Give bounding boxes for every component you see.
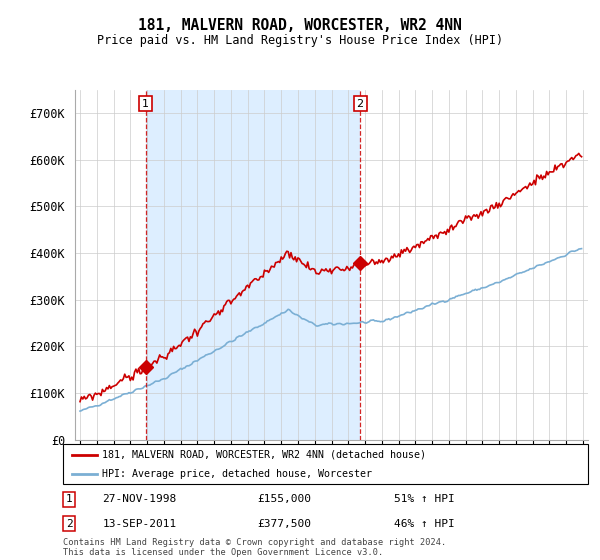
Bar xyxy=(146,90,360,440)
Text: 181, MALVERN ROAD, WORCESTER, WR2 4NN (detached house): 181, MALVERN ROAD, WORCESTER, WR2 4NN (d… xyxy=(103,450,427,460)
Text: 27-NOV-1998: 27-NOV-1998 xyxy=(103,494,176,504)
Text: HPI: Average price, detached house, Worcester: HPI: Average price, detached house, Worc… xyxy=(103,469,373,478)
Text: 51% ↑ HPI: 51% ↑ HPI xyxy=(394,494,455,504)
Text: 13-SEP-2011: 13-SEP-2011 xyxy=(103,519,176,529)
FancyBboxPatch shape xyxy=(63,444,588,484)
Text: 1: 1 xyxy=(142,99,149,109)
Text: 46% ↑ HPI: 46% ↑ HPI xyxy=(394,519,455,529)
Text: Price paid vs. HM Land Registry's House Price Index (HPI): Price paid vs. HM Land Registry's House … xyxy=(97,34,503,47)
Text: 1: 1 xyxy=(66,494,73,504)
Text: 2: 2 xyxy=(356,99,364,109)
Text: £377,500: £377,500 xyxy=(257,519,311,529)
Text: £155,000: £155,000 xyxy=(257,494,311,504)
Text: 181, MALVERN ROAD, WORCESTER, WR2 4NN: 181, MALVERN ROAD, WORCESTER, WR2 4NN xyxy=(138,18,462,32)
Text: Contains HM Land Registry data © Crown copyright and database right 2024.
This d: Contains HM Land Registry data © Crown c… xyxy=(63,538,446,557)
Text: 2: 2 xyxy=(66,519,73,529)
